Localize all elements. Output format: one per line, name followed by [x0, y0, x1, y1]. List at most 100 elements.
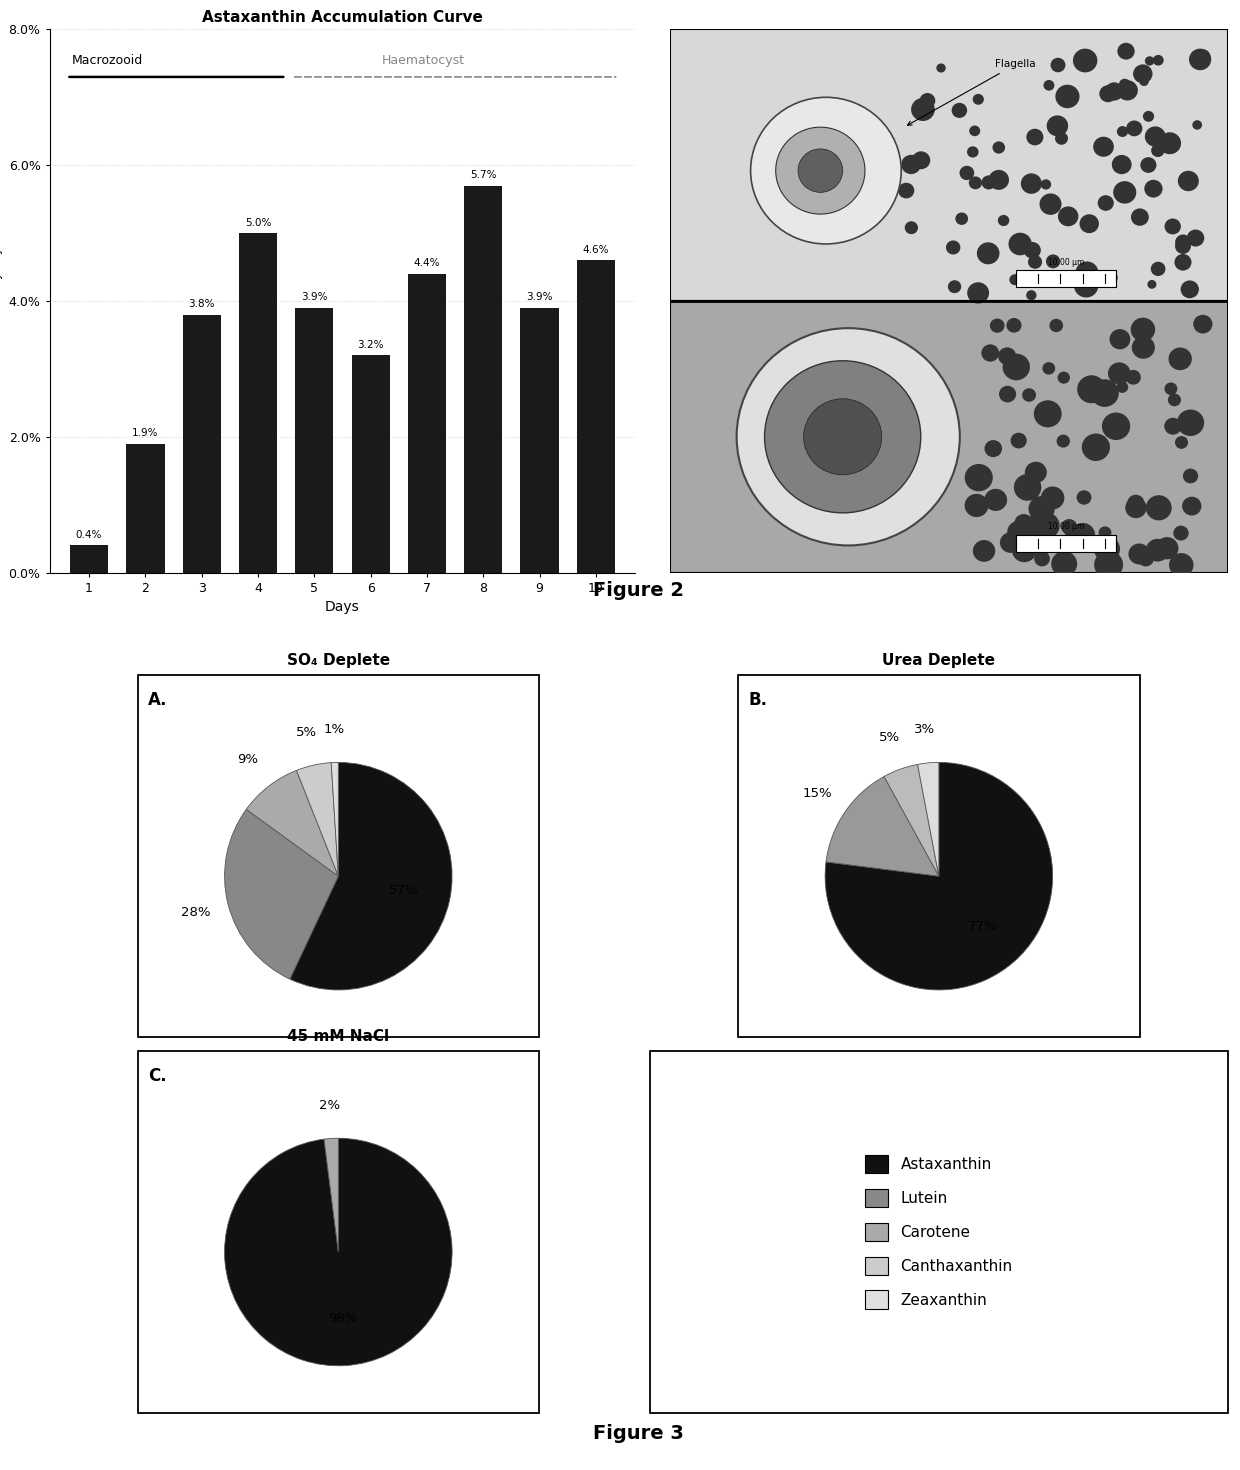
Circle shape — [1156, 537, 1178, 560]
Wedge shape — [224, 1138, 453, 1366]
Bar — [670, 29, 1228, 301]
Circle shape — [1151, 262, 1166, 276]
Circle shape — [1189, 49, 1211, 71]
Circle shape — [967, 147, 978, 157]
Circle shape — [1052, 270, 1064, 284]
Circle shape — [799, 148, 843, 193]
Circle shape — [1140, 76, 1148, 87]
Circle shape — [1094, 137, 1114, 157]
Text: Figure 2: Figure 2 — [593, 581, 684, 600]
Legend: Astaxanthin, Lutein, Carotene, Canthaxanthin, Zeaxanthin: Astaxanthin, Lutein, Carotene, Canthaxan… — [859, 1148, 1018, 1316]
Circle shape — [967, 282, 990, 304]
Bar — [69, 545, 108, 573]
Circle shape — [1043, 362, 1055, 375]
Circle shape — [1040, 179, 1052, 190]
Circle shape — [1180, 281, 1199, 298]
Circle shape — [1050, 57, 1065, 72]
Title: 45 mM NaCl: 45 mM NaCl — [288, 1029, 389, 1044]
Circle shape — [998, 215, 1009, 226]
Circle shape — [1168, 347, 1192, 370]
Circle shape — [1158, 132, 1180, 154]
Circle shape — [1014, 272, 1028, 285]
Circle shape — [1055, 85, 1080, 109]
Text: 9%: 9% — [238, 753, 259, 766]
Text: 28%: 28% — [181, 907, 211, 919]
Circle shape — [1164, 417, 1182, 435]
Circle shape — [1097, 196, 1114, 210]
Text: 0.4%: 0.4% — [76, 531, 102, 539]
Circle shape — [1027, 129, 1043, 146]
Circle shape — [1164, 219, 1180, 234]
Circle shape — [1009, 275, 1021, 285]
Circle shape — [1105, 82, 1123, 100]
Text: 3.9%: 3.9% — [527, 293, 553, 303]
Circle shape — [990, 319, 1004, 332]
Text: 3.8%: 3.8% — [188, 300, 215, 309]
Circle shape — [1145, 179, 1163, 197]
Circle shape — [1137, 550, 1154, 566]
Wedge shape — [247, 770, 339, 876]
Circle shape — [1173, 526, 1189, 541]
Circle shape — [1064, 523, 1079, 538]
Circle shape — [1056, 435, 1070, 447]
Circle shape — [1110, 329, 1131, 350]
Bar — [295, 307, 334, 573]
Circle shape — [1007, 520, 1030, 544]
Circle shape — [999, 532, 1021, 553]
Circle shape — [737, 328, 960, 545]
Circle shape — [1168, 394, 1180, 406]
Title: Astaxanthin Accumulation Curve: Astaxanthin Accumulation Curve — [202, 10, 482, 25]
Circle shape — [1131, 209, 1148, 226]
Circle shape — [1164, 382, 1178, 395]
Circle shape — [1012, 538, 1037, 562]
Circle shape — [992, 141, 1006, 154]
Circle shape — [1014, 514, 1033, 532]
X-axis label: Days: Days — [325, 600, 360, 614]
Circle shape — [1007, 318, 1022, 332]
Circle shape — [1151, 144, 1164, 157]
Circle shape — [1024, 462, 1047, 484]
Circle shape — [936, 63, 946, 72]
Bar — [670, 301, 1228, 573]
Circle shape — [1008, 232, 1032, 256]
Circle shape — [960, 166, 975, 181]
Text: 1.9%: 1.9% — [133, 428, 159, 438]
Circle shape — [1080, 215, 1099, 234]
Circle shape — [1047, 254, 1060, 269]
Circle shape — [973, 539, 996, 562]
Circle shape — [951, 103, 967, 118]
Circle shape — [1141, 157, 1157, 173]
Circle shape — [998, 347, 1017, 365]
Circle shape — [1117, 81, 1138, 100]
Circle shape — [1153, 54, 1163, 66]
Circle shape — [1132, 325, 1146, 338]
Circle shape — [1169, 553, 1194, 576]
Circle shape — [1061, 519, 1078, 535]
Circle shape — [1023, 485, 1037, 498]
Circle shape — [804, 398, 882, 475]
Wedge shape — [331, 763, 339, 876]
Text: 5.0%: 5.0% — [244, 218, 272, 228]
Circle shape — [1104, 270, 1117, 285]
Text: 98%: 98% — [327, 1313, 357, 1326]
Circle shape — [1090, 379, 1118, 407]
Circle shape — [1058, 206, 1079, 226]
Circle shape — [1128, 544, 1149, 564]
Circle shape — [1094, 537, 1120, 562]
Bar — [464, 185, 502, 573]
Circle shape — [1118, 79, 1131, 90]
FancyBboxPatch shape — [1016, 535, 1116, 551]
Circle shape — [1127, 495, 1145, 512]
Circle shape — [1114, 181, 1136, 204]
Circle shape — [947, 281, 961, 293]
Wedge shape — [918, 763, 939, 876]
Text: Haematocyst: Haematocyst — [382, 54, 465, 66]
Circle shape — [1039, 194, 1061, 215]
Circle shape — [1021, 516, 1048, 542]
Circle shape — [1125, 497, 1147, 517]
Circle shape — [977, 243, 999, 265]
Circle shape — [920, 93, 935, 109]
Circle shape — [1145, 56, 1154, 66]
Circle shape — [1099, 270, 1114, 285]
Wedge shape — [825, 763, 1053, 989]
